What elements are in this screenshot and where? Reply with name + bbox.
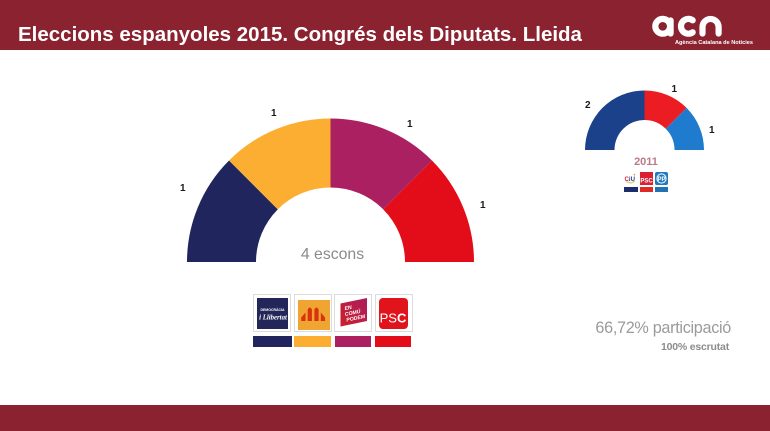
svg-text:+: + [633, 173, 636, 178]
svg-text:Agència Catalana de Notícies: Agència Catalana de Notícies [675, 40, 753, 46]
svg-text:PSC: PSC [380, 311, 407, 326]
svg-text:DEMOCRÀCIA: DEMOCRÀCIA [260, 307, 285, 312]
svg-text:i Llibertat: i Llibertat [259, 315, 288, 322]
svg-text:PODEM: PODEM [346, 314, 366, 324]
svg-text:PP: PP [657, 177, 665, 183]
svg-text:PSC: PSC [640, 179, 653, 185]
svg-text:CiU: CiU [625, 177, 635, 183]
svg-text:COMÚ: COMÚ [344, 308, 361, 318]
svg-text:EN: EN [344, 305, 352, 312]
